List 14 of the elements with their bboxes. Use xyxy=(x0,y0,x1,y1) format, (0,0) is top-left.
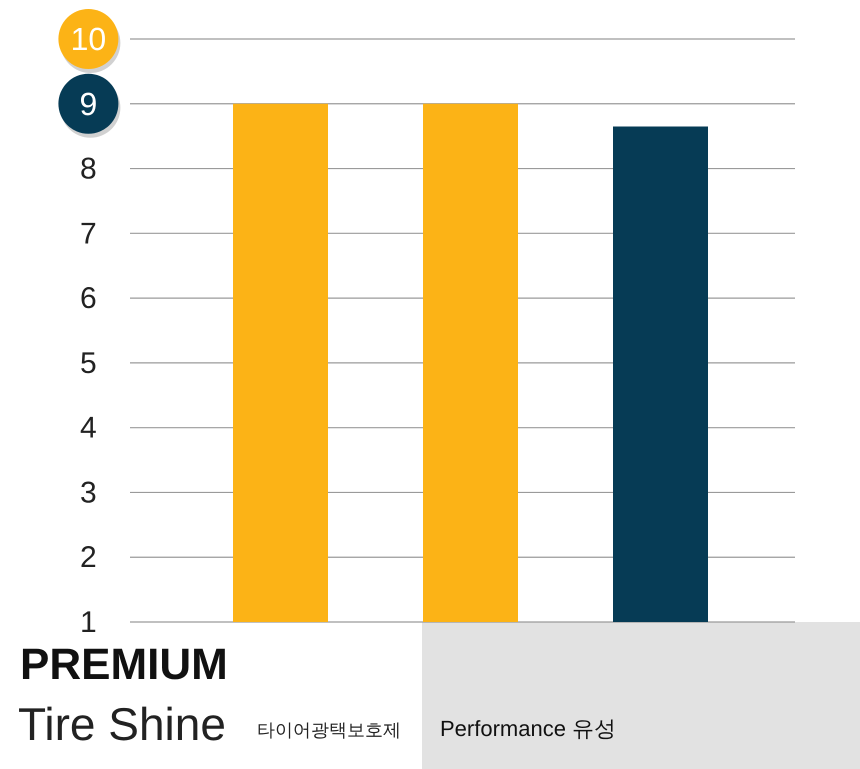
y-tick-label: 10 xyxy=(70,21,106,57)
text: Performance 유성 xyxy=(440,716,616,741)
y-tick-label: 8 xyxy=(80,152,97,186)
text: 타이어광택보호제 xyxy=(257,720,401,740)
y-tick-label: 2 xyxy=(80,540,97,574)
y-tick-label: 1 xyxy=(80,606,97,638)
y-tick-label: 5 xyxy=(80,346,97,380)
text: Tire Shine xyxy=(18,698,226,750)
y-tick-label: 9 xyxy=(80,86,98,122)
y-tick-label: 7 xyxy=(80,216,97,250)
y-tick-label: 6 xyxy=(80,282,97,315)
y-tick-label: 4 xyxy=(80,411,97,444)
y-tick-label: 3 xyxy=(80,476,97,509)
text: PREMIUM xyxy=(20,640,228,689)
